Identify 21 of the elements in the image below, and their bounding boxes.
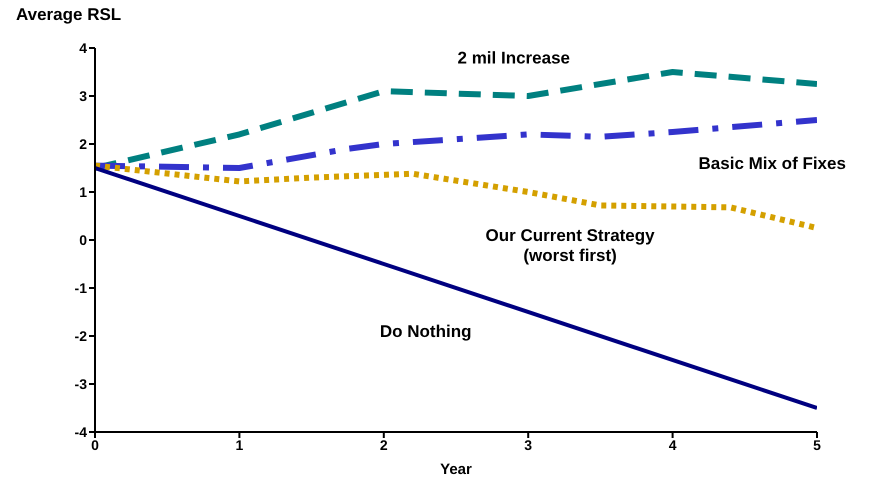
y-axis-title: Average RSL [16,5,122,24]
series-label: Do Nothing [380,322,472,342]
y-tick-label: 4 [79,40,88,56]
series-label: Basic Mix of Fixes [698,154,846,174]
series-label: 2 mil Increase [458,48,570,68]
y-tick-label: -2 [74,328,88,344]
x-tick-label: 1 [236,436,244,453]
x-tick-label: 5 [813,436,822,453]
y-tick-label: -1 [74,280,88,296]
x-tick-label: 2 [380,436,388,453]
x-tick-label: 3 [524,436,532,453]
y-tick-label: -3 [74,376,88,392]
y-tick-label: -4 [74,424,88,440]
x-tick-label: 0 [91,436,100,453]
x-axis-title: Year [440,461,472,478]
series-label: Our Current Strategy (worst first) [486,226,656,265]
y-tick-label: 3 [79,88,88,104]
x-tick-label: 4 [668,436,677,453]
y-tick-label: 1 [79,184,88,200]
y-tick-label: 0 [79,232,88,248]
y-tick-label: 2 [79,136,88,152]
